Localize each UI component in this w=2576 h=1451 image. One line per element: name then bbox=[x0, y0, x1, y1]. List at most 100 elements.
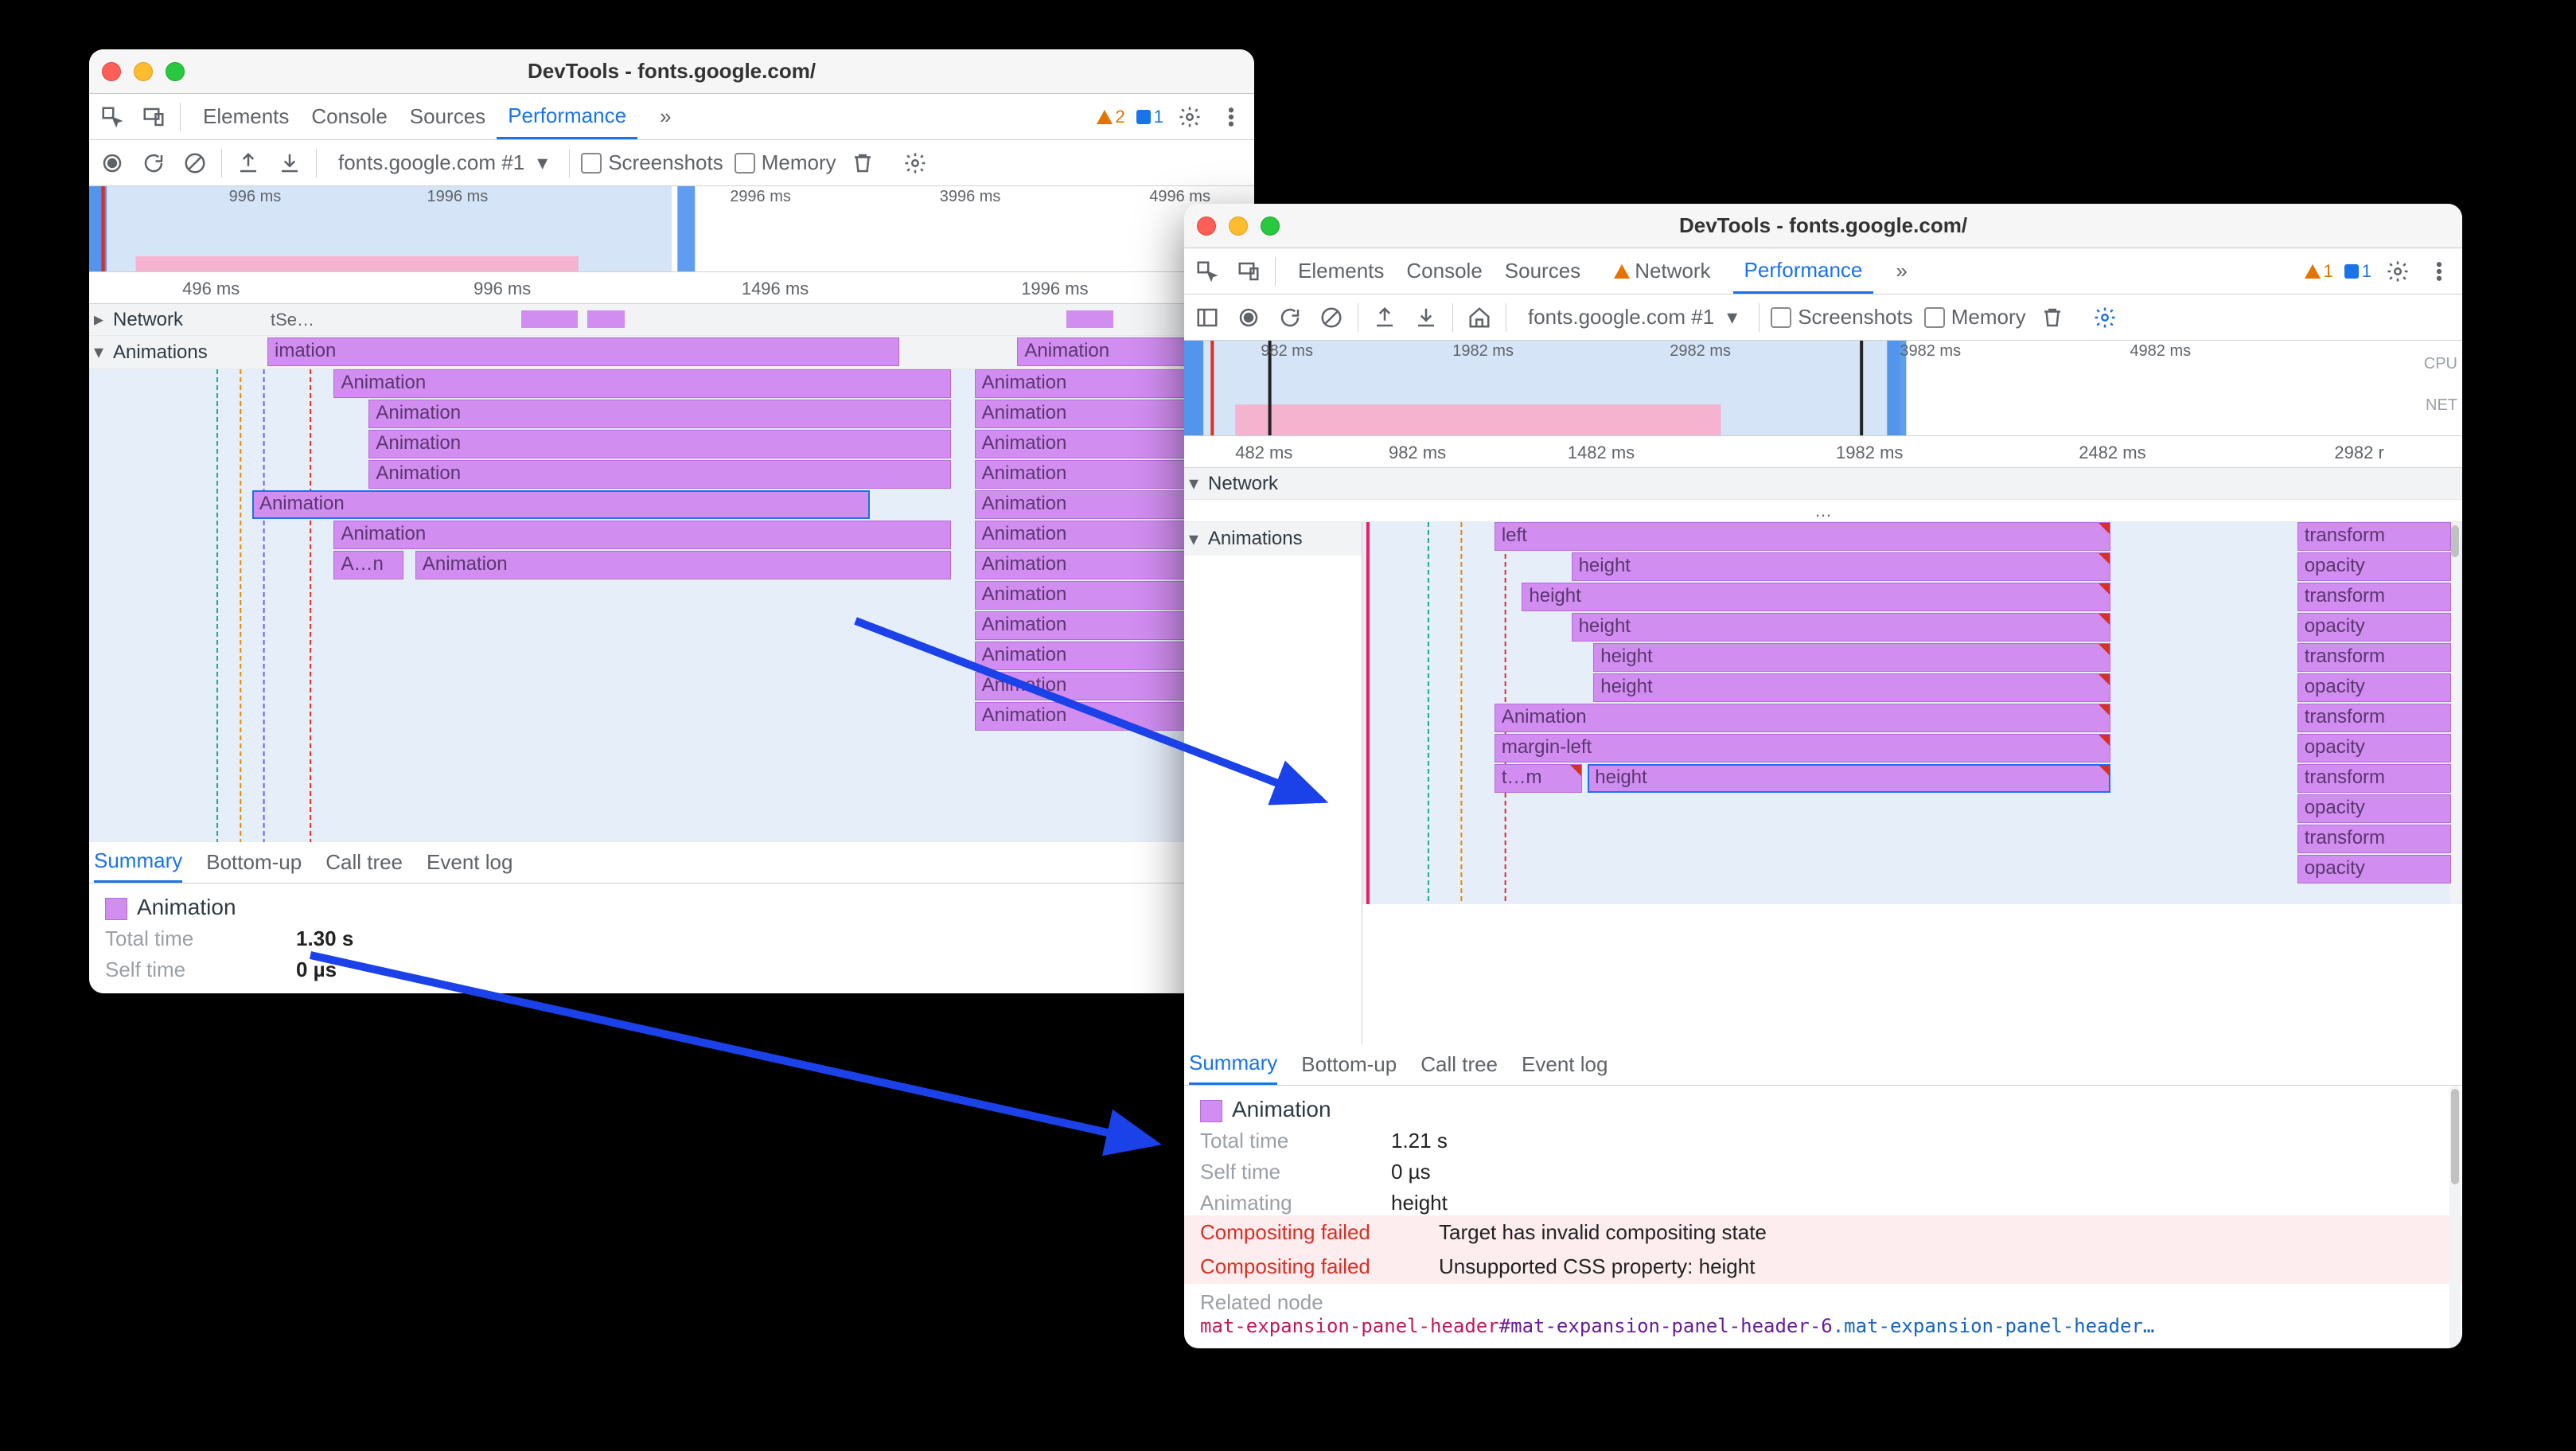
clear-icon[interactable] bbox=[1316, 302, 1346, 333]
tab-console[interactable]: Console bbox=[300, 94, 398, 139]
reload-record-icon[interactable] bbox=[138, 148, 169, 178]
animation-block[interactable]: Animation bbox=[333, 521, 951, 549]
gc-icon[interactable] bbox=[2037, 302, 2067, 333]
sidebar-toggle-icon[interactable] bbox=[1192, 302, 1222, 333]
clear-icon[interactable] bbox=[180, 148, 210, 178]
animation-block[interactable]: left bbox=[1495, 522, 2110, 551]
animation-block[interactable]: Animation bbox=[975, 672, 1208, 700]
animation-block[interactable]: opacity bbox=[2297, 552, 2451, 581]
animation-block[interactable]: opacity bbox=[2297, 673, 2451, 702]
flame-chart[interactable]: AnimationAnimationAnimationAnimationAnim… bbox=[89, 369, 1254, 842]
more-tabs-button[interactable]: » bbox=[649, 94, 682, 139]
tab-performance[interactable]: Performance bbox=[1733, 248, 1874, 294]
animation-block[interactable]: transform bbox=[2297, 704, 2451, 732]
animations-track-header[interactable]: ▾ Animations bbox=[1184, 522, 1362, 556]
animation-block[interactable]: t…m bbox=[1495, 764, 1583, 793]
settings-icon[interactable] bbox=[1175, 102, 1205, 132]
animation-block[interactable]: Animation bbox=[252, 490, 870, 519]
network-track-header[interactable]: ▾ Network bbox=[1184, 468, 2462, 500]
animation-block[interactable]: transform bbox=[2297, 764, 2451, 793]
vertical-scrollbar[interactable] bbox=[2449, 1086, 2461, 1348]
details-tab-bottom-up[interactable]: Bottom-up bbox=[1301, 1052, 1397, 1077]
issues-badge[interactable]: 1 bbox=[2344, 261, 2371, 282]
animation-block[interactable]: imation bbox=[267, 337, 899, 366]
animation-block[interactable]: Animation bbox=[975, 430, 1208, 458]
tab-console[interactable]: Console bbox=[1395, 248, 1493, 294]
flame-chart[interactable]: left transform height opacity height transfor… bbox=[1362, 522, 2462, 904]
record-icon[interactable] bbox=[1233, 302, 1264, 333]
animation-block[interactable]: height bbox=[1522, 583, 2110, 611]
animation-block[interactable]: height bbox=[1572, 613, 2110, 642]
download-icon[interactable] bbox=[1411, 302, 1441, 333]
device-toggle-icon[interactable] bbox=[1233, 256, 1264, 287]
animation-block[interactable]: height bbox=[1593, 643, 2110, 672]
time-ruler[interactable]: 482 ms982 ms1482 ms1982 ms2482 ms2982 r bbox=[1184, 436, 2462, 468]
animation-block[interactable]: Animation bbox=[975, 490, 1208, 519]
animation-block[interactable]: Animation bbox=[975, 642, 1208, 670]
animation-block[interactable]: Animation bbox=[975, 460, 1208, 489]
details-tab-event-log[interactable]: Event log bbox=[427, 850, 512, 875]
settings-icon[interactable] bbox=[2383, 256, 2413, 287]
animation-block[interactable]: Animation bbox=[975, 551, 1208, 579]
animation-block[interactable]: transform bbox=[2297, 643, 2451, 672]
animation-block[interactable]: opacity bbox=[2297, 734, 2451, 763]
more-tabs-button[interactable]: » bbox=[1884, 248, 1918, 294]
animation-block[interactable]: Animation bbox=[975, 369, 1208, 398]
animation-block[interactable]: Animation bbox=[368, 430, 951, 458]
animation-block[interactable]: Animation bbox=[415, 551, 951, 579]
animation-block[interactable]: Animation bbox=[1495, 704, 2110, 732]
memory-checkbox[interactable]: Memory bbox=[1924, 305, 2026, 330]
animation-block[interactable]: height bbox=[1588, 764, 2110, 793]
animation-block[interactable]: transform bbox=[2297, 583, 2451, 611]
animation-block[interactable]: Animation bbox=[368, 400, 951, 428]
screenshots-checkbox[interactable]: Screenshots bbox=[581, 150, 723, 175]
animation-block[interactable]: height bbox=[1572, 552, 2110, 581]
issues-badge[interactable]: 1 bbox=[1136, 107, 1163, 127]
device-toggle-icon[interactable] bbox=[138, 102, 169, 132]
network-ellipsis-row[interactable]: … bbox=[1184, 500, 2462, 522]
details-tab-summary[interactable]: Summary bbox=[94, 842, 182, 883]
screenshots-checkbox[interactable]: Screenshots bbox=[1771, 305, 1913, 330]
recording-selector[interactable]: fonts.google.com #1 ▾ bbox=[1518, 301, 1748, 333]
capture-settings-icon[interactable] bbox=[2090, 302, 2120, 333]
inspect-icon[interactable] bbox=[1192, 256, 1222, 287]
animation-block[interactable]: Animation bbox=[333, 369, 951, 398]
recording-selector[interactable]: fonts.google.com #1 ▾ bbox=[328, 146, 558, 179]
related-node-link[interactable]: mat-expansion-panel-header#mat-expansion… bbox=[1200, 1315, 2446, 1337]
tab-performance[interactable]: Performance bbox=[497, 94, 637, 139]
animation-block[interactable]: opacity bbox=[2297, 794, 2451, 823]
gc-icon[interactable] bbox=[848, 148, 878, 178]
animation-block[interactable]: height bbox=[1593, 673, 2110, 702]
animation-block[interactable]: opacity bbox=[2297, 855, 2451, 883]
network-track-header[interactable]: ▸ Network tSe… bbox=[89, 304, 1254, 336]
upload-icon[interactable] bbox=[1370, 302, 1400, 333]
animation-block[interactable]: Animation bbox=[975, 611, 1208, 640]
upload-icon[interactable] bbox=[233, 148, 263, 178]
overview-timeline[interactable]: 982 ms1982 ms2982 ms3982 ms4982 ms CPU N… bbox=[1184, 341, 2462, 436]
details-tab-event-log[interactable]: Event log bbox=[1522, 1052, 1608, 1077]
home-icon[interactable] bbox=[1464, 302, 1495, 333]
record-icon[interactable] bbox=[97, 148, 127, 178]
inspect-icon[interactable] bbox=[97, 102, 127, 132]
animation-block[interactable]: margin-left bbox=[1495, 734, 2110, 763]
animation-block[interactable]: Animation bbox=[975, 581, 1208, 610]
details-tab-bottom-up[interactable]: Bottom-up bbox=[206, 850, 302, 875]
animation-block[interactable]: Animation bbox=[975, 400, 1208, 428]
warning-badge[interactable]: 2 bbox=[1097, 107, 1125, 127]
more-icon[interactable] bbox=[1216, 102, 1246, 132]
tab-sources[interactable]: Sources bbox=[1494, 248, 1592, 294]
download-icon[interactable] bbox=[275, 148, 305, 178]
tab-elements[interactable]: Elements bbox=[1287, 248, 1395, 294]
reload-record-icon[interactable] bbox=[1275, 302, 1305, 333]
details-tab-summary[interactable]: Summary bbox=[1189, 1044, 1277, 1085]
overview-timeline[interactable]: 996 ms1996 ms2996 ms3996 ms4996 ms bbox=[89, 186, 1254, 272]
animation-block[interactable]: opacity bbox=[2297, 613, 2451, 642]
capture-settings-icon[interactable] bbox=[900, 148, 930, 178]
tab-elements[interactable]: Elements bbox=[192, 94, 300, 139]
animations-track-header[interactable]: ▾ Animations imation Animation bbox=[89, 336, 1254, 369]
tab-network[interactable]: Network bbox=[1603, 248, 1721, 294]
animation-block[interactable]: Animation bbox=[975, 521, 1208, 549]
animation-block[interactable]: transform bbox=[2297, 825, 2451, 853]
animation-block[interactable]: A…n bbox=[333, 551, 403, 579]
animation-block[interactable]: transform bbox=[2297, 522, 2451, 551]
